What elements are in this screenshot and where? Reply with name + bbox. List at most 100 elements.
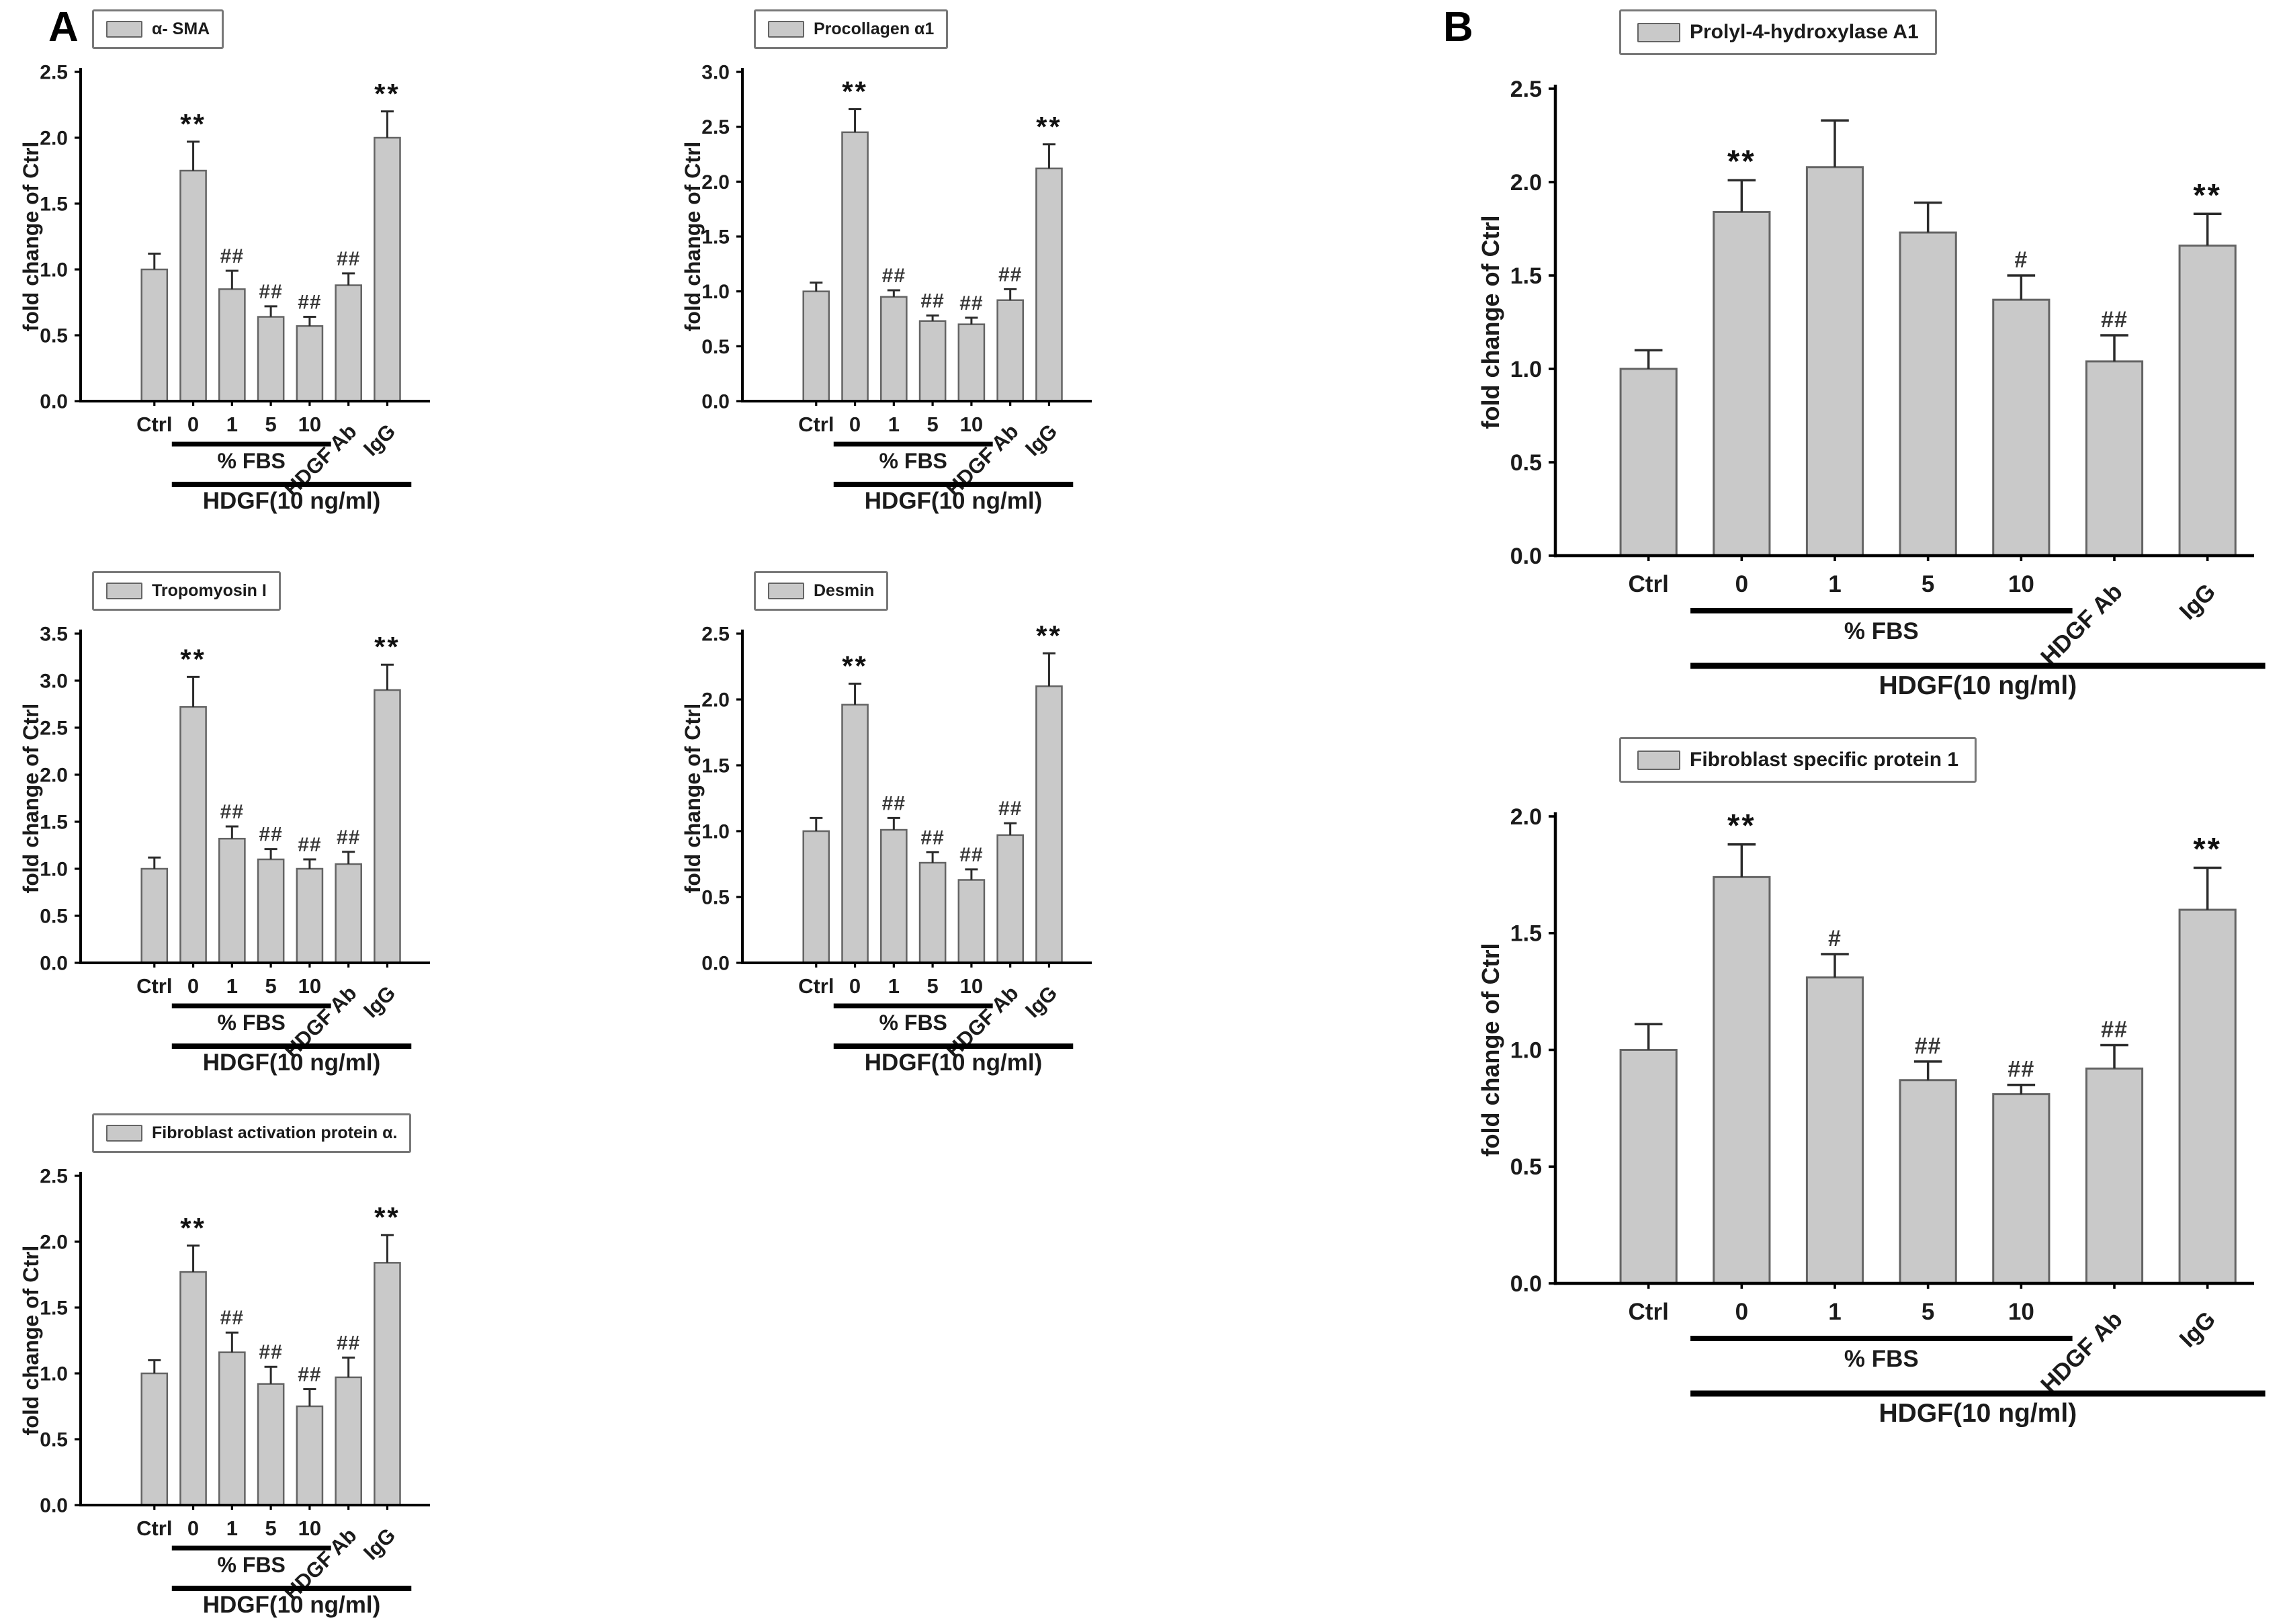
x-tick-label: 0 [849,974,861,998]
y-tick-label: 0.5 [701,336,730,358]
x-tick-label: 1 [1828,1299,1841,1325]
y-tick-label: 1.0 [1510,1037,1542,1063]
x-tick-label: IgG [359,1523,400,1564]
chart-tropomyosin-i: 0.0 0.5 1.0 1.5 2.0 2.5 3.0 3.5 Ctrl ** 0 ## 1 ## 5 ## 1… [17,570,447,1080]
x-tick-label: Ctrl [136,974,172,998]
chart-legend: Desmin [754,571,889,611]
y-tick-label: 3.0 [701,62,730,84]
chart-legend: Prolyl-4-hydroxylase A1 [1619,9,1937,55]
y-axis-title: fold change of Ctrl [1477,943,1504,1157]
x-tick-label: Ctrl [1629,571,1669,597]
y-tick-label: 0.5 [1510,1154,1542,1180]
significance-annotation: ## [298,1364,321,1386]
bar [140,867,169,964]
x-tick-label: 0 [1735,571,1748,597]
significance-annotation: ## [220,1307,244,1329]
group-line-label: HDGF(10 ng/ml) [203,1592,380,1618]
y-tick-label: 2.5 [40,718,68,740]
group-line-label: % FBS [879,449,947,473]
bar [374,1262,401,1506]
bar [1992,298,2051,557]
bar [257,316,285,402]
bar [296,1405,324,1506]
group-line-label: HDGF(10 ng/ml) [865,1050,1042,1076]
significance-annotation: ## [2101,1017,2128,1043]
significance-annotation: ## [998,798,1022,820]
significance-annotation: ## [1915,1033,1942,1059]
y-tick-label: 1.0 [701,821,730,843]
x-tick-label: 10 [960,413,983,436]
x-tick-label: 10 [960,974,983,998]
legend-label: Fibroblast activation protein α. [152,1123,398,1142]
y-tick-label: 0.5 [40,325,68,347]
x-tick-label: 5 [926,413,938,436]
x-tick-label: 1 [1828,571,1841,597]
bar [218,288,246,402]
y-tick-label: 3.5 [40,624,68,646]
x-tick-label: IgG [359,981,400,1022]
significance-annotation: ## [337,1332,360,1354]
bar [257,858,285,964]
y-tick-label: 1.0 [1510,357,1542,382]
y-tick-label: 0.5 [40,1429,68,1451]
significance-annotation: ## [259,1341,282,1363]
bar [1805,976,1864,1285]
legend-label: Tropomyosin I [152,581,267,600]
bar [880,828,908,964]
group-line-label: % FBS [1844,1346,1919,1372]
significance-annotation: ** [1036,619,1062,651]
significance-annotation: ## [220,245,244,267]
group-line-label: HDGF(10 ng/ml) [865,488,1042,514]
bar [335,863,362,964]
significance-annotation: ## [2008,1057,2034,1082]
bar [1713,875,1771,1285]
bar [996,299,1024,402]
bar-chart-svg: 0.0 0.5 1.0 1.5 2.0 Ctrl ** 0 #1 ## 5 ## 10 ## HDGF Ab… [1477,804,2266,1428]
y-tick-label: 2.5 [40,1166,68,1188]
x-tick-label: HDGF Ab [2036,579,2128,671]
x-tick-label: 5 [926,974,938,998]
bar [802,830,830,964]
y-tick-label: 1.5 [1510,263,1542,289]
x-tick-label: IgG [1021,981,1062,1022]
significance-annotation: ## [2101,307,2128,333]
x-tick-label: 1 [888,413,900,436]
y-tick-label: 0.0 [40,391,68,413]
x-tick-label: 10 [298,1516,321,1540]
chart-alpha-sma: 0.0 0.5 1.0 1.5 2.0 2.5 Ctrl ** 0 ## 1 ## 5 ## 10 ## HDG… [17,8,447,519]
y-axis-title: fold change of Ctrl [681,703,705,894]
bar-chart-svg: 0.0 0.5 1.0 1.5 2.0 2.5 Ctrl ** 0 ## 1 ## 5 ## 10 ## HDG… [681,619,1092,1076]
y-tick-label: 0.5 [1510,450,1542,476]
bar [918,861,947,964]
bar [140,268,169,402]
panel-b-label: B [1443,4,1473,50]
y-axis-title: fold change of Ctrl [19,142,43,332]
legend-swatch-icon [768,583,804,599]
significance-annotation: ## [337,248,360,270]
chart-legend: Procollagen α1 [754,9,949,49]
y-tick-label: 0.0 [701,391,730,413]
significance-annotation: ** [374,631,400,663]
x-tick-label: 10 [298,974,321,998]
legend-swatch-icon [106,1125,142,1142]
bar [841,703,869,964]
bar [1619,368,1678,557]
significance-annotation: ## [220,801,244,823]
y-tick-label: 3.0 [40,671,68,693]
y-tick-label: 1.5 [701,226,730,249]
x-tick-label: HDGF Ab [2036,1306,2128,1398]
y-axis-title: fold change of Ctrl [1477,216,1504,429]
x-tick-label: IgG [1021,419,1062,460]
x-tick-label: 10 [2008,1299,2034,1325]
x-tick-label: 0 [1735,1299,1748,1325]
significance-annotation: ** [1727,143,1756,179]
significance-annotation: ## [882,265,906,287]
bar [257,1383,285,1506]
significance-annotation: ** [2193,177,2222,212]
y-tick-label: 1.5 [701,755,730,777]
y-tick-label: 2.0 [701,171,730,194]
y-tick-label: 1.0 [701,281,730,303]
chart-procollagen-a1: 0.0 0.5 1.0 1.5 2.0 2.5 3.0 Ctrl ** 0 ## 1 ## 5 ## 10 ##… [679,8,1109,519]
bar-chart-svg: 0.0 0.5 1.0 1.5 2.0 2.5 Ctrl ** 0 ## 1 ## 5 ## 10 ## HDG… [19,62,430,514]
